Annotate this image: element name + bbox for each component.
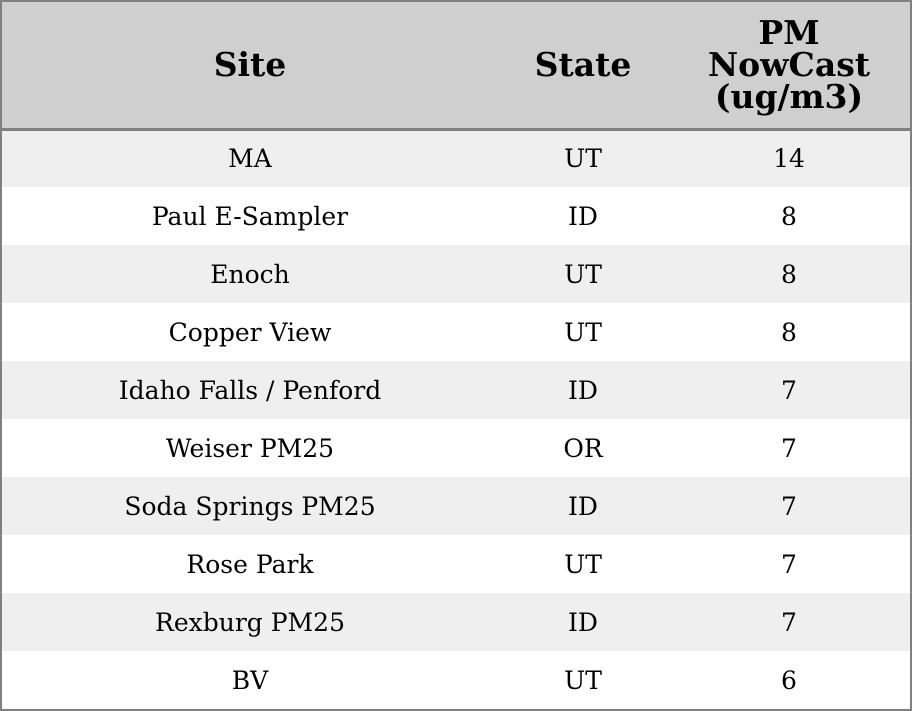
cell-pm-nowcast: 6 — [781, 665, 797, 695]
header-pm-nowcast: PM NowCast (ug/m3) — [707, 12, 871, 116]
cell-state: UT — [564, 549, 602, 579]
cell-site: Copper View — [168, 317, 332, 347]
cell-pm-nowcast: 8 — [781, 201, 797, 231]
cell-site: Rose Park — [186, 549, 314, 579]
cell-pm-nowcast: 8 — [781, 317, 797, 347]
cell-site: Weiser PM25 — [165, 433, 335, 463]
cell-site: Enoch — [210, 259, 290, 289]
cell-pm-nowcast: 7 — [781, 491, 797, 521]
cell-site: Idaho Falls / Penford — [118, 375, 382, 405]
cell-site: Soda Springs PM25 — [124, 491, 376, 521]
cell-pm-nowcast: 7 — [781, 375, 797, 405]
table-row: MA UT 14 — [2, 129, 910, 187]
cell-pm-nowcast: 7 — [781, 549, 797, 579]
cell-pm-nowcast: 7 — [781, 607, 797, 637]
cell-state: ID — [568, 491, 598, 521]
cell-state: ID — [568, 607, 598, 637]
table-row: Idaho Falls / Penford ID 7 — [2, 361, 910, 419]
cell-pm-nowcast: 14 — [773, 144, 805, 174]
header-site: Site — [213, 44, 287, 84]
table-row: Enoch UT 8 — [2, 245, 910, 303]
cell-pm-nowcast: 8 — [781, 259, 797, 289]
table-row: Rose Park UT 7 — [2, 535, 910, 593]
cell-state: ID — [568, 201, 598, 231]
cell-state: UT — [564, 317, 602, 347]
cell-site: Rexburg PM25 — [155, 607, 345, 637]
header-row: Site State PM NowCast (ug/m3) — [2, 2, 910, 129]
cell-state: OR — [563, 433, 603, 463]
table-row: Paul E-Sampler ID 8 — [2, 187, 910, 245]
table-row: Weiser PM25 OR 7 — [2, 419, 910, 477]
cell-state: UT — [564, 259, 602, 289]
cell-state: ID — [568, 375, 598, 405]
cell-pm-nowcast: 7 — [781, 433, 797, 463]
table-row: BV UT 6 — [2, 651, 910, 709]
cell-site: Paul E-Sampler — [151, 201, 349, 231]
cell-state: UT — [564, 665, 602, 695]
table-row: Rexburg PM25 ID 7 — [2, 593, 910, 651]
cell-state: UT — [564, 144, 602, 174]
cell-site: BV — [231, 665, 269, 695]
table-row: Soda Springs PM25 ID 7 — [2, 477, 910, 535]
header-state: State — [534, 44, 632, 84]
cell-site: MA — [228, 144, 272, 174]
table-row: Copper View UT 8 — [2, 303, 910, 361]
